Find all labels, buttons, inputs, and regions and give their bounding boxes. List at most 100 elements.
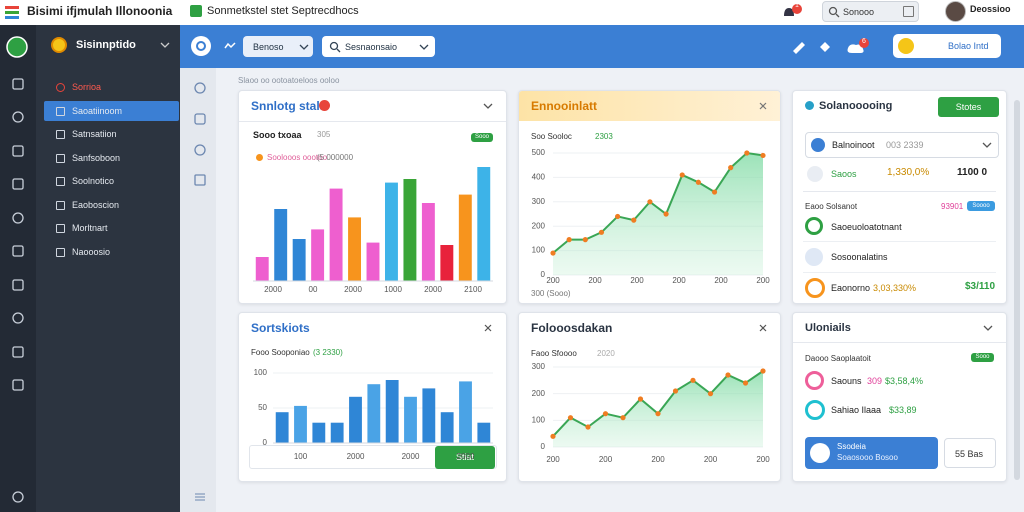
point xyxy=(760,368,766,374)
menu-label: Satnsatiion xyxy=(72,129,117,139)
rail-icon xyxy=(12,145,24,157)
x-tick-label: 200 xyxy=(546,276,560,285)
item-label: Saouns xyxy=(831,376,862,386)
rail-home xyxy=(6,36,28,58)
action-subtitle: Soaosooo Bosoo xyxy=(837,453,898,462)
divider xyxy=(803,241,996,242)
stat-total: 1100 0 xyxy=(957,167,988,178)
close[interactable] xyxy=(758,323,768,333)
chart-title: Faoo Sfoooo xyxy=(531,349,577,358)
card: Uloniails Daooo Saoplaatoit Sooo Saouns … xyxy=(792,312,1007,482)
bar xyxy=(440,412,454,443)
chart-title: Soo Sooloc xyxy=(531,132,572,141)
point xyxy=(647,199,653,205)
point xyxy=(655,411,661,417)
x-tick-label: 2000 xyxy=(347,452,365,461)
side-button[interactable]: 55 Bas xyxy=(944,438,996,468)
area xyxy=(553,153,763,275)
x-tick-label: 200 xyxy=(546,455,560,464)
menu-item[interactable]: Eaoboscion xyxy=(44,195,179,215)
brand-logo xyxy=(51,37,67,53)
point xyxy=(679,172,685,178)
chart-footer-bar xyxy=(249,445,497,469)
header-bar: Benoso Sesnaonsaio 6 Bolao Intd xyxy=(180,25,1024,68)
sidebar: Sisinnptido Sorrioa Saoatiinoom Satnsatiio… xyxy=(36,25,180,512)
x-tick-label: 200 xyxy=(651,455,665,464)
bar xyxy=(477,422,491,443)
menu-item[interactable]: Naooosio xyxy=(44,242,179,262)
x-tick-label: 200 xyxy=(704,455,718,464)
chart-button[interactable]: Stiat xyxy=(435,446,495,469)
profile-name: Bolao Intd xyxy=(948,41,989,51)
search-text: Sonooo xyxy=(843,7,875,17)
notifications[interactable] xyxy=(780,4,804,22)
point xyxy=(550,250,556,256)
rail-icon xyxy=(12,346,24,358)
bar xyxy=(348,217,361,281)
brand-chevron[interactable] xyxy=(160,41,170,49)
point xyxy=(620,415,626,421)
brand-name: Sisinnptido xyxy=(76,39,136,51)
bar xyxy=(294,405,307,443)
header-logo xyxy=(191,36,211,56)
header-search[interactable]: Sesnaonsaio xyxy=(322,36,435,57)
collapse[interactable] xyxy=(983,324,993,332)
select-value: 003 2339 xyxy=(886,140,924,150)
collapse[interactable] xyxy=(483,102,493,110)
menu-item[interactable]: Saoatiinoom xyxy=(44,100,179,121)
chart-title-value: 2303 xyxy=(595,132,613,141)
scrollbar[interactable] xyxy=(1014,100,1020,480)
y-tick-label: 400 xyxy=(532,173,546,182)
x-tick-label: 200 xyxy=(714,276,728,285)
bar xyxy=(421,203,435,281)
item-label: Sahiao Ilaaa xyxy=(831,405,882,415)
card-header xyxy=(519,91,780,121)
point xyxy=(550,433,556,439)
bar xyxy=(477,167,491,281)
top-bar: Bisimi ifjmulah Illonoonia Sonmetkstel s… xyxy=(0,0,1024,26)
point xyxy=(602,411,609,417)
card-header xyxy=(239,91,506,122)
select[interactable]: Balnoinoot 003 2339 xyxy=(805,132,999,158)
rail-icon xyxy=(12,178,24,190)
y-tick-label: 0 xyxy=(263,438,268,447)
search-box[interactable]: Sonooo xyxy=(822,1,919,22)
menu-item[interactable]: Sanfsoboon xyxy=(44,148,179,168)
title-icon xyxy=(319,100,330,111)
header-select[interactable]: Benoso xyxy=(243,36,313,57)
card-title: Solanooooing xyxy=(819,100,893,112)
bar xyxy=(385,182,398,281)
menu-item[interactable]: Soolnotico xyxy=(44,171,179,191)
y-tick-label: 100 xyxy=(254,368,268,377)
chart-footer: 300 (Sooo) xyxy=(531,289,571,298)
bar xyxy=(275,412,289,443)
action-button[interactable]: Ssodeia Soaosooo Bosoo xyxy=(805,437,938,469)
x-tick-label: 2100 xyxy=(464,285,482,294)
point xyxy=(690,377,696,383)
menu-item[interactable]: Morltnart xyxy=(44,218,179,238)
item-label: Eaonorno xyxy=(831,283,871,293)
close[interactable] xyxy=(483,323,493,333)
primary-button[interactable]: Stotes xyxy=(938,97,999,117)
menu-item[interactable]: Sorrioa xyxy=(44,77,179,97)
chart: 0 100 200 300 200 200 200 200 200 xyxy=(532,362,771,464)
user-avatar[interactable] xyxy=(945,1,966,22)
chart-title-value: (3 2330) xyxy=(313,348,343,357)
point xyxy=(567,415,574,421)
menu-icon xyxy=(56,83,65,92)
point xyxy=(615,213,621,220)
y-tick-label: 50 xyxy=(258,403,267,412)
chart-title-value: 305 xyxy=(317,130,331,139)
menu-icon xyxy=(56,106,65,116)
menu-icon xyxy=(56,200,65,210)
menu-item[interactable]: Satnsatiion xyxy=(44,124,179,144)
profile-chip[interactable]: Bolao Intd xyxy=(893,34,1001,58)
header-icons[interactable] xyxy=(790,37,870,57)
chart: 2000 00 2000 1000 2000 2100 xyxy=(253,167,493,294)
x-tick-label: 2000 xyxy=(402,452,420,461)
rail-icon xyxy=(12,312,24,324)
doc-icon xyxy=(190,5,202,17)
item-total: $3/110 xyxy=(965,281,996,292)
close[interactable] xyxy=(758,101,768,111)
